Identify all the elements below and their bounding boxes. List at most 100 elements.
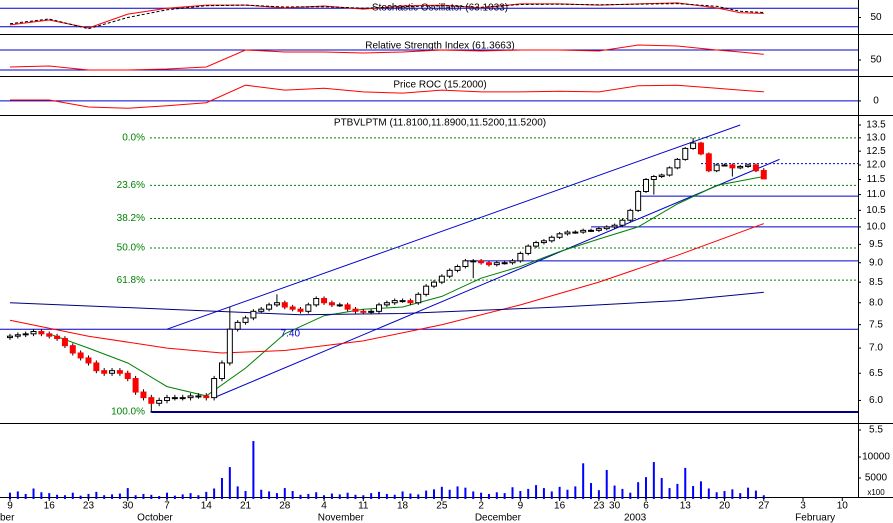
candle-body (627, 209, 634, 221)
candle-body (69, 345, 76, 354)
volume-bar (715, 492, 718, 499)
candle-body (564, 231, 571, 235)
y-tick-label: 13.5 (866, 120, 886, 131)
candle-body (352, 308, 359, 312)
moving-average (49, 176, 764, 397)
candle-body (572, 231, 579, 234)
candle-body (595, 228, 602, 231)
x-tick-label: 6 (643, 501, 649, 512)
volume-bar (699, 481, 702, 499)
x-tick-label: 30 (122, 501, 134, 512)
candle-body (446, 269, 453, 277)
volume-bar (393, 494, 396, 499)
candle-body (124, 372, 131, 380)
volume-bar (71, 492, 74, 499)
volume-bar (228, 467, 231, 499)
candle-body (195, 395, 202, 398)
volume-bar (707, 488, 710, 499)
candle-body (140, 391, 147, 399)
candle-body (6, 335, 13, 339)
volume-bar (660, 478, 663, 499)
volume-bar (362, 495, 365, 499)
volume-bar (150, 494, 153, 499)
volume-bar (370, 493, 373, 499)
candle-body (729, 164, 736, 169)
volume-bar (134, 495, 137, 499)
volume-bar (299, 494, 302, 499)
candle-body (85, 357, 92, 364)
indicator-line (10, 84, 764, 109)
candle-body (603, 226, 610, 230)
y-tick-label: 8.0 (869, 297, 883, 308)
x-tick-label: 16 (44, 501, 56, 512)
volume-bar (8, 492, 11, 499)
candle-body (588, 229, 595, 232)
volume-bar (739, 493, 742, 499)
x-tick-label: 7 (164, 501, 170, 512)
candle-body (171, 397, 178, 400)
volume-bar (692, 485, 695, 499)
candle-body (407, 300, 414, 304)
volume-bar (731, 489, 734, 499)
volume-bar (268, 491, 271, 499)
y-tick-label: 50 (870, 12, 882, 23)
candle-body (289, 306, 296, 310)
panel-title: PTBVLPTM (11.8100,11.8900,11.5200,11.520… (334, 118, 546, 129)
volume-bar (425, 490, 428, 499)
volume-bar (158, 496, 161, 499)
volume-bar (590, 483, 593, 499)
x-tick-label: 20 (719, 501, 731, 512)
candle-body (187, 395, 194, 399)
candle-body (556, 233, 563, 238)
volume-bar (283, 488, 286, 499)
volume-bar (644, 477, 647, 499)
x-tick-label: 10 (837, 501, 849, 512)
frame (0, 0, 893, 498)
volume-bar (346, 492, 349, 499)
volume-bar (723, 491, 726, 499)
candle-body (305, 304, 312, 312)
y-tick-label: 7.0 (869, 343, 883, 354)
x-tick-label: 9 (518, 501, 524, 512)
y-tick-label: 10.0 (866, 222, 886, 233)
month-label: ber (0, 513, 15, 523)
month-label: February (795, 513, 835, 523)
candle-body (454, 266, 461, 271)
candle-body (281, 302, 288, 308)
candle-body (760, 169, 767, 180)
candle-body (93, 362, 100, 372)
volume-bar (747, 487, 750, 499)
candle-body (438, 275, 445, 283)
y-tick-label: 6.0 (869, 395, 883, 406)
volume-bar (417, 494, 420, 499)
volume-bar (637, 482, 640, 499)
volume-bar (566, 489, 569, 499)
volume-bar (448, 489, 451, 499)
candle-body (242, 317, 249, 323)
volume-bar (762, 495, 765, 499)
volume-bar (613, 485, 616, 499)
volume-bar (629, 492, 632, 499)
volume-bar (79, 495, 82, 499)
candle-body (415, 293, 422, 304)
candle-body (132, 378, 139, 393)
candle-body (580, 229, 587, 233)
y-tick-label: 6.5 (869, 368, 883, 379)
y-tick-label: 9.5 (869, 239, 883, 250)
candle-body (501, 262, 508, 265)
volume-bar (535, 485, 538, 499)
x-tick-label: 2 (478, 501, 484, 512)
candle-body (22, 333, 29, 336)
candle-body (313, 298, 320, 306)
month-label: 2003 (624, 513, 647, 523)
volume-bar (291, 491, 294, 499)
candle-body (619, 219, 626, 226)
candle-body (179, 397, 186, 400)
volume-bar (48, 493, 51, 499)
candle-body (399, 300, 406, 303)
x-tick-label: 9 (7, 501, 13, 512)
volume-bar (597, 490, 600, 499)
indicator-line (9, 2, 764, 29)
candle-body (164, 397, 171, 401)
volume-bar (118, 493, 121, 499)
